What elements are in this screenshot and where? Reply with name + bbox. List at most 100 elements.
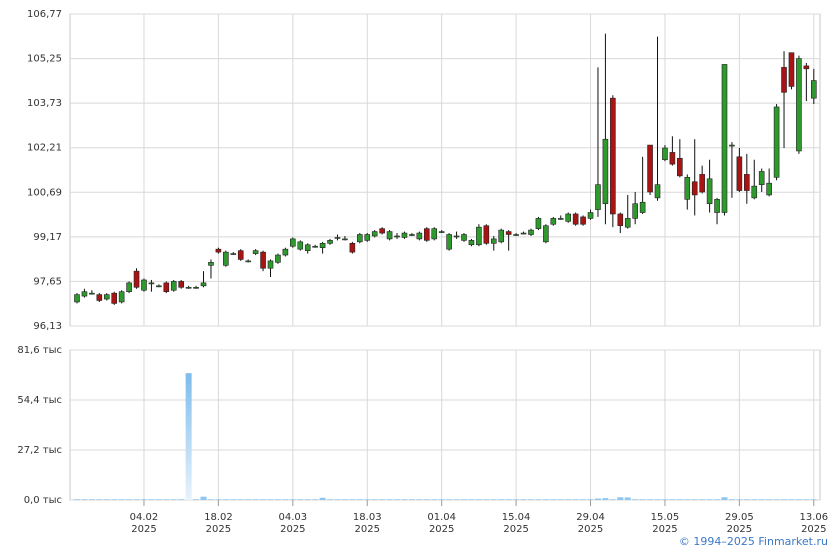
volume-bar (140, 499, 147, 500)
volume-bar (155, 499, 162, 500)
volume-bar (490, 499, 497, 500)
candle-body (602, 138, 609, 205)
volume-bar (728, 499, 735, 500)
volume-bar (193, 499, 200, 500)
candle-body (714, 199, 720, 213)
x-tick-label: 2025 (578, 524, 603, 535)
candle-body (498, 229, 505, 243)
x-tick-label: 2025 (652, 524, 677, 535)
candle-body (528, 229, 534, 235)
candle-body (81, 291, 88, 297)
candle-body (156, 285, 162, 288)
candle-body (587, 212, 594, 219)
volume-bar (304, 499, 311, 500)
volume-bar (96, 499, 103, 500)
candle-body (483, 225, 490, 244)
volume-frame (69, 349, 821, 501)
candle-body (386, 231, 393, 240)
candle-body (446, 234, 452, 250)
y-tick-label: 27,2 тыс (17, 445, 62, 456)
candle-body (170, 281, 177, 291)
volume-bar (766, 499, 773, 500)
volume-bar (431, 499, 438, 500)
x-tick-label: 2025 (727, 524, 752, 535)
candle-body (781, 67, 787, 93)
candle-body (691, 181, 698, 196)
volume-bar (386, 499, 393, 500)
candle-body (223, 251, 229, 266)
volume-bar (133, 499, 140, 500)
volume-bar (222, 499, 229, 500)
candle-body (245, 260, 251, 263)
candle-body (260, 251, 266, 269)
volume-bar (252, 499, 259, 500)
volume-bar (483, 499, 490, 500)
candle-body (476, 226, 482, 246)
candle-body (118, 291, 125, 303)
candle-body (163, 282, 170, 292)
y-tick-label: 105,25 (27, 54, 62, 65)
volume-bar (126, 499, 133, 500)
candle-body (706, 178, 713, 205)
candle-body (773, 106, 780, 178)
candle-body (453, 235, 460, 238)
candle-body (103, 294, 110, 300)
candle-body (185, 286, 192, 289)
x-tick-label: 2025 (206, 524, 231, 535)
candle-body (721, 64, 728, 213)
marks (74, 33, 817, 500)
candle-body (461, 234, 467, 241)
candle-body (342, 238, 348, 241)
candle-body (111, 292, 118, 304)
x-tick-label: 15.05 (651, 512, 680, 523)
candle-body (208, 262, 214, 266)
volume-bar (461, 499, 468, 500)
candle-body (193, 286, 199, 289)
volume-bar (297, 499, 304, 500)
candle-body (290, 238, 296, 247)
volume-bar (282, 499, 289, 500)
volume-bar (260, 499, 267, 500)
x-tick-label: 2025 (355, 524, 380, 535)
volume-bar (438, 499, 445, 500)
candle-body (364, 234, 371, 241)
candle-body (617, 213, 624, 227)
candle-body (647, 144, 653, 193)
candle-body (237, 250, 244, 260)
candle-body (572, 213, 579, 225)
volume-bar (468, 499, 475, 500)
volume-bar (520, 499, 527, 500)
candle-body (312, 245, 318, 248)
volume-bar (74, 499, 80, 500)
volume-bar (632, 499, 639, 500)
candle-body (200, 282, 207, 287)
candle-body (803, 65, 810, 70)
candle-body (788, 52, 795, 87)
y-tick-label: 102,21 (27, 143, 62, 154)
candle-body (409, 234, 415, 236)
x-tick-label: 2025 (801, 524, 826, 535)
candle-body (580, 216, 586, 225)
candle-body (230, 253, 237, 255)
volume-bar (401, 499, 408, 500)
volume-bar (617, 497, 624, 500)
candle-body (505, 231, 512, 235)
volume-bar (312, 499, 319, 500)
candle-body (438, 231, 445, 233)
volume-bar (714, 499, 721, 500)
x-tick-label: 13.06 (799, 512, 828, 523)
volume-bar (706, 499, 713, 500)
volume-bar (639, 499, 646, 500)
candle-body (520, 232, 527, 235)
candle-body (535, 218, 542, 229)
candle-body (423, 228, 430, 241)
candle-body (275, 254, 281, 263)
volume-bar (565, 499, 572, 500)
candle-body (282, 248, 289, 256)
volume-bar (602, 498, 609, 500)
y-tick-label: 96,13 (33, 321, 62, 332)
volume-bar (624, 497, 631, 500)
volume-bar (557, 499, 564, 500)
volume-bar (215, 499, 222, 500)
